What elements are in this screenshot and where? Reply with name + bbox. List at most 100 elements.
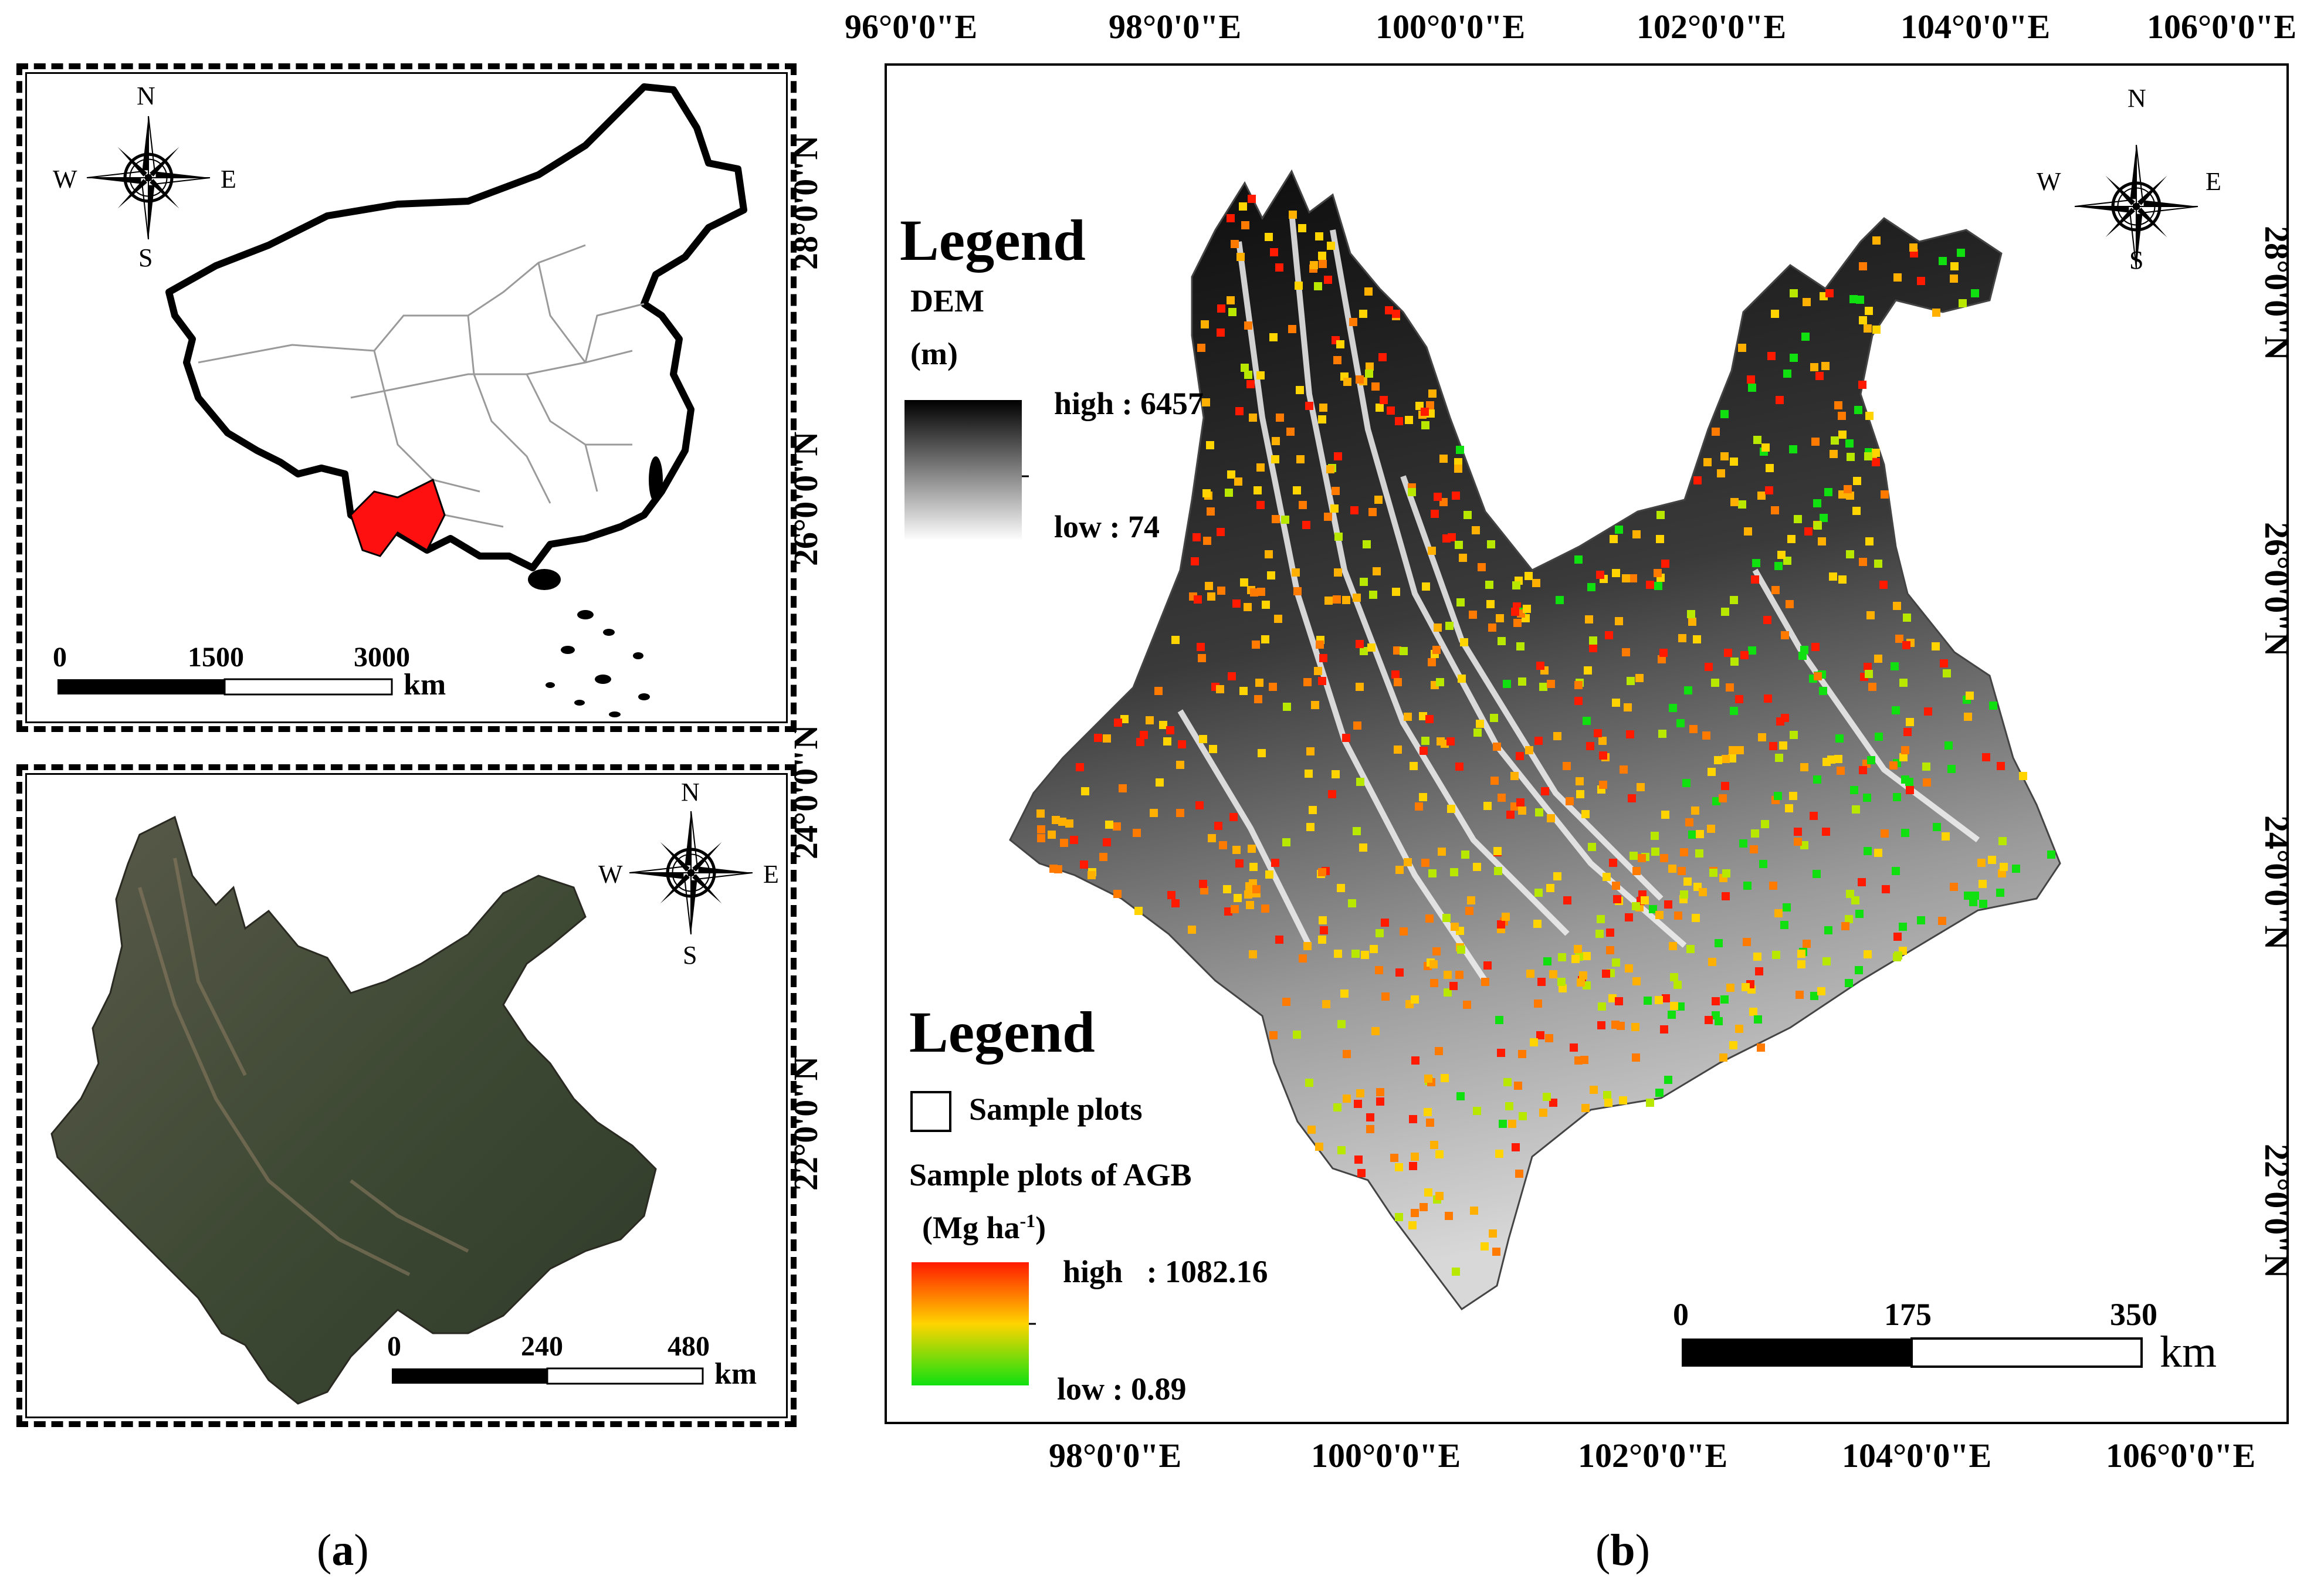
sample-plot-marker (1865, 307, 1873, 315)
sample-plot-marker (1255, 679, 1263, 687)
sample-plot-marker (1662, 994, 1670, 1002)
sample-plot-marker (1470, 1207, 1478, 1215)
main-west-label: W (2037, 167, 2061, 196)
sample-plot-marker (1454, 458, 1462, 466)
sample-plot-marker (1803, 940, 1811, 948)
sample-plot-marker (1825, 289, 1834, 297)
sample-plot-marker (1307, 1126, 1316, 1134)
sample-plot-marker (1625, 913, 1633, 921)
sample-plot-marker (1428, 389, 1437, 398)
sample-plot-marker (1814, 672, 1822, 680)
sample-plot-marker (1715, 939, 1723, 947)
sample-plot-marker (1712, 428, 1720, 436)
sample-plot-marker (1628, 794, 1636, 802)
china-scale-tick-1: 1500 (188, 642, 244, 673)
sample-plot-marker (1409, 1162, 1417, 1170)
sample-plot-marker (1606, 946, 1614, 954)
sample-plot-marker (1435, 1047, 1443, 1055)
sample-plot-marker (1293, 587, 1302, 595)
sample-plot-marker (1207, 592, 1215, 601)
sample-plot-marker (1755, 967, 1763, 975)
sample-plot-marker (1668, 1011, 1676, 1019)
sample-plot-marker (1511, 608, 1519, 616)
sample-plot-marker (1391, 670, 1400, 679)
sample-plot-marker (1409, 1115, 1417, 1123)
sample-plot-marker (1597, 1021, 1605, 1029)
sample-plot-marker (1208, 834, 1216, 842)
sample-plot-marker (1749, 1008, 1757, 1016)
sample-plot-marker (1176, 761, 1184, 769)
main-scale-unit: km (2160, 1327, 2217, 1377)
sample-plot-marker (1892, 867, 1900, 875)
sample-plot-marker (1426, 401, 1434, 409)
sample-plot-marker (1815, 372, 1824, 380)
sample-plot-marker (1156, 778, 1164, 787)
sample-plot-marker (1465, 907, 1473, 915)
top-lon-label-96: 96°0'0"E (845, 8, 978, 46)
sample-plot-marker (1249, 414, 1257, 422)
sample-plot-marker (1393, 646, 1401, 655)
sample-plot-marker (1705, 1016, 1713, 1024)
sample-plot-marker (1197, 643, 1205, 651)
sample-plot-marker (1838, 575, 1847, 584)
sample-plot-marker (1426, 1119, 1434, 1127)
sample-plot-marker (1454, 465, 1462, 473)
sample-plot-marker (1446, 737, 1455, 746)
sample-plot-marker (1772, 951, 1780, 959)
sample-plot-marker (1432, 646, 1441, 654)
sample-plot-marker (1906, 718, 1914, 726)
sample-plot-marker (1060, 839, 1068, 847)
sample-plot-marker (1369, 591, 1377, 599)
sample-plot-marker (1493, 743, 1501, 751)
sample-plot-marker (1481, 1242, 1489, 1251)
sample-plot-marker (1794, 838, 1802, 846)
sample-plot-marker (1612, 699, 1620, 707)
sample-plot-marker (1503, 1078, 1512, 1086)
sample-plot-marker (1337, 1020, 1346, 1028)
sample-plot-marker (1547, 814, 1555, 822)
sample-plot-marker (1810, 992, 1818, 1000)
sample-plot-marker (1627, 677, 1635, 685)
sample-plot-marker (1248, 195, 1256, 203)
sample-plot-marker (1214, 822, 1222, 830)
sample-plot-marker (1541, 787, 1549, 795)
sample-plot-marker (1543, 957, 1551, 965)
bottom-lon-label-100: 100°0'0"E (1311, 1436, 1461, 1475)
sample-plot-marker (1497, 920, 1505, 929)
sample-plot-marker (1232, 846, 1241, 854)
sample-plot-marker (1971, 289, 1979, 297)
sample-plot-marker (1424, 1188, 1432, 1197)
sample-plot-marker (1249, 950, 1257, 958)
sample-plot-marker (1270, 248, 1278, 256)
top-lon-label-104: 104°0'0"E (1900, 8, 2051, 46)
sample-plot-marker (1790, 731, 1798, 739)
sample-plot-marker (1971, 892, 1979, 900)
sample-plot-marker (1178, 740, 1186, 748)
sample-plot-marker (1488, 624, 1496, 632)
sample-plot-marker (1588, 843, 1596, 851)
sample-plot-marker (1483, 802, 1492, 810)
sample-plot-marker (1804, 527, 1813, 536)
sample-plot-marker (1864, 452, 1872, 460)
sample-plot-marker (1244, 603, 1252, 611)
sample-plot-marker (1656, 511, 1665, 519)
sample-plot-marker (1319, 654, 1327, 662)
sample-plot-marker (1306, 823, 1315, 831)
dem-legend-high: high : 6457 (1054, 386, 1204, 421)
sample-plot-marker (1605, 631, 1613, 639)
sample-plot-marker (1366, 1113, 1374, 1121)
dem-legend-gradient (904, 400, 1022, 541)
sample-plot-marker (1821, 362, 1830, 370)
sample-plot-marker (1320, 926, 1328, 934)
sample-plot-marker (1227, 214, 1235, 222)
sample-plot-marker (1810, 812, 1818, 820)
agb-legend-high: high : 1082.16 (1063, 1254, 1268, 1289)
sample-plot-marker (1425, 715, 1434, 723)
china-east-label: E (221, 165, 236, 194)
sample-plot-marker (1644, 997, 1652, 1005)
sample-plot-marker (1371, 382, 1380, 391)
sample-plot-marker (1198, 654, 1206, 662)
sample-plot-marker (1411, 1056, 1420, 1065)
sample-plot-marker (1738, 344, 1746, 352)
sample-plot-marker (1305, 770, 1313, 778)
